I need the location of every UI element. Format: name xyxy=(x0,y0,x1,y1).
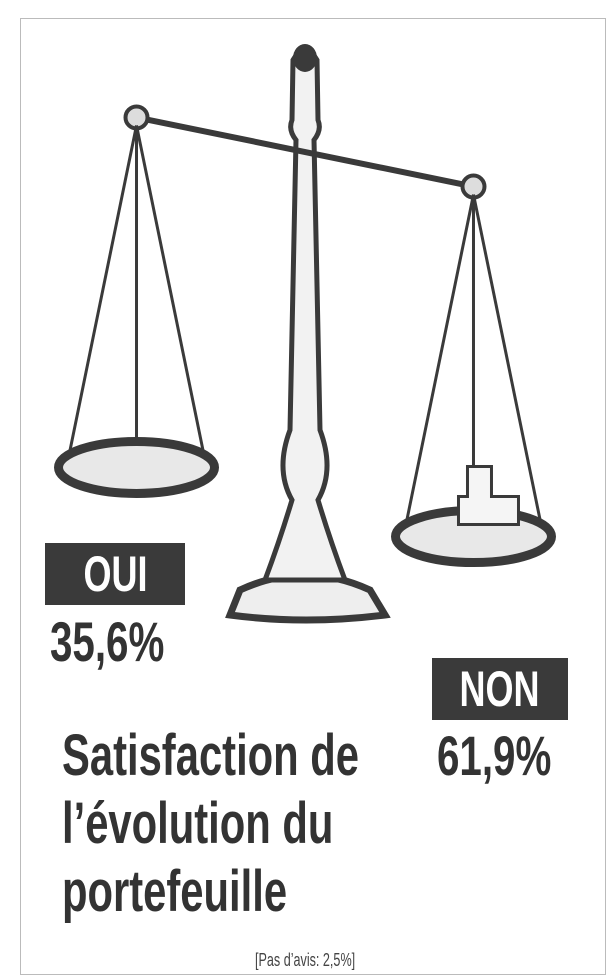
chart-title: Satisfaction de l’évolution du portefeui… xyxy=(62,722,522,926)
note-text: [Pas d’avis: 2,5%] xyxy=(255,950,355,971)
category-label-box: NON xyxy=(432,658,568,720)
chart-title-text: Satisfaction de l’évolution du portefeui… xyxy=(62,722,400,926)
weight xyxy=(458,467,518,525)
pan xyxy=(59,441,215,493)
pan-string xyxy=(67,125,137,467)
value-label: 35,6% xyxy=(50,612,209,672)
pan-string xyxy=(403,195,473,537)
page-body: {"chart_data": {"type": "scale", "catego… xyxy=(0,0,608,977)
beam-end xyxy=(126,106,148,128)
category-label: NON xyxy=(460,658,540,720)
category-label-box: OUI xyxy=(45,543,185,605)
scale-pillar xyxy=(265,50,345,580)
pan-string xyxy=(137,125,207,467)
pillar-top xyxy=(293,44,317,72)
beam-end xyxy=(462,176,484,198)
category-label: OUI xyxy=(83,543,147,605)
note: [Pas d’avis: 2,5%] xyxy=(255,950,398,971)
value-label-text: 35,6% xyxy=(50,612,164,672)
page: Satisfaction html, body { margin: 0; pad… xyxy=(0,0,608,977)
